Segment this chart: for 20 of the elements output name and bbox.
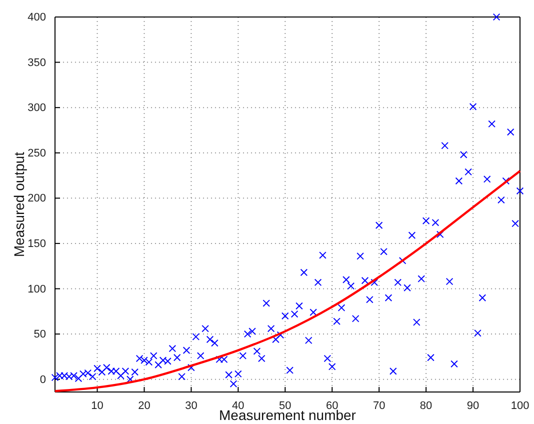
- x-tick-label: 60: [326, 400, 338, 412]
- x-tick-label: 20: [138, 400, 150, 412]
- y-tick-label: 100: [28, 283, 46, 296]
- y-tick-label: 250: [28, 147, 46, 160]
- x-tick-label: 80: [420, 400, 432, 412]
- y-tick-label: 300: [28, 102, 46, 114]
- x-tick-label: 30: [185, 400, 198, 412]
- x-tick-label: 100: [510, 400, 530, 412]
- y-tick-label: 400: [28, 12, 46, 24]
- x-tick-label: 90: [466, 400, 480, 412]
- x-tick-label: 10: [91, 400, 104, 412]
- y-axis-title: Measured output: [11, 152, 27, 258]
- y-tick-label: 50: [34, 328, 46, 341]
- y-tick-label: 350: [28, 56, 46, 69]
- x-tick-label: 50: [279, 400, 292, 412]
- y-tick-label: 200: [28, 192, 46, 205]
- x-tick-label: 70: [372, 400, 386, 412]
- y-tick-label: 0: [40, 374, 46, 386]
- y-tick-label: 150: [28, 238, 46, 250]
- x-tick-label: 40: [232, 400, 244, 412]
